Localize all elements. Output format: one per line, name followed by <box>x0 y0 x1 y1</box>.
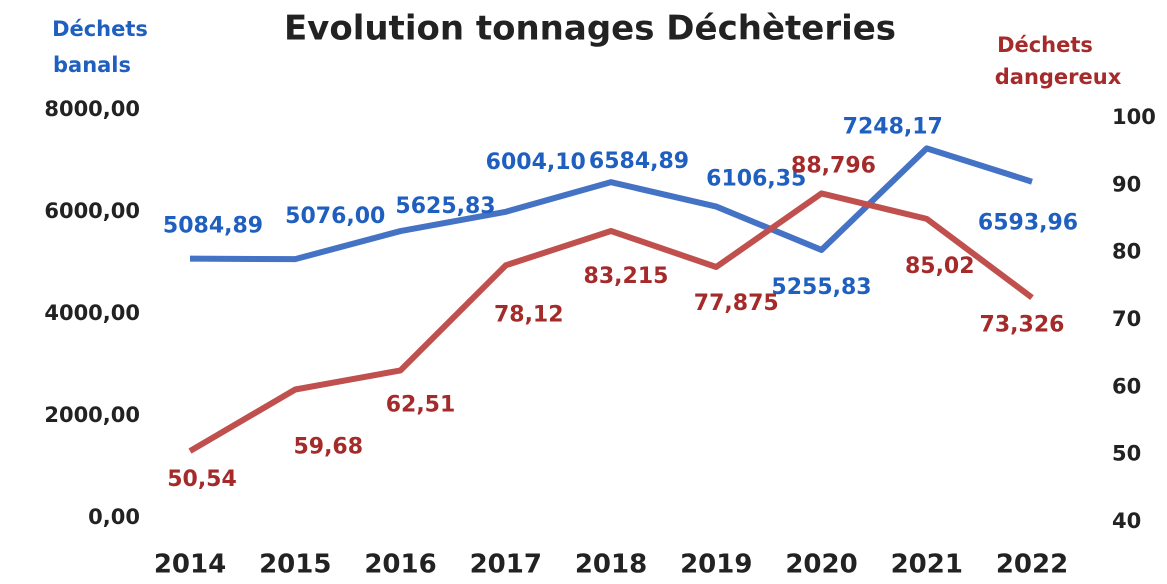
y-tick-label: 4000,00 <box>44 301 140 325</box>
y2-tick-label: 80 <box>1112 240 1141 264</box>
x-tick-label: 2018 <box>575 550 647 580</box>
data-label: 5625,83 <box>395 194 495 219</box>
y2-tick-label: 50 <box>1112 442 1141 466</box>
data-label: 6004,10 <box>486 150 586 175</box>
x-tick-label: 2016 <box>364 550 436 580</box>
y-tick-label: 8000,00 <box>44 97 140 121</box>
x-tick-label: 2021 <box>891 550 963 580</box>
data-label: 7248,17 <box>843 114 943 139</box>
data-label: 88,796 <box>791 153 876 178</box>
y-axis-label: banals <box>53 53 131 77</box>
y2-tick-label: 90 <box>1112 172 1141 196</box>
x-tick-label: 2015 <box>259 550 331 580</box>
data-label: 5084,89 <box>163 214 263 239</box>
series-line <box>189 145 1033 263</box>
y2-tick-label: 40 <box>1112 509 1141 533</box>
y2-tick-label: 100 <box>1112 105 1156 129</box>
y-axis-label: Déchets <box>52 17 148 41</box>
y2-tick-label: 60 <box>1112 374 1141 398</box>
chart-title: Evolution tonnages Déchèteries <box>284 9 896 49</box>
y2-axis-label: dangereux <box>995 65 1122 89</box>
y-tick-label: 2000,00 <box>44 403 140 427</box>
data-label: 5076,00 <box>285 204 385 229</box>
x-tick-label: 2014 <box>154 550 226 580</box>
data-label: 77,875 <box>694 291 779 316</box>
x-tick-label: 2019 <box>680 550 752 580</box>
data-label: 78,12 <box>494 302 564 327</box>
y-tick-label: 0,00 <box>88 505 140 529</box>
y2-tick-label: 70 <box>1112 307 1141 331</box>
x-tick-label: 2022 <box>996 550 1068 580</box>
data-label: 6584,89 <box>589 149 689 174</box>
y-tick-label: 6000,00 <box>44 199 140 223</box>
data-label: 73,326 <box>980 313 1065 338</box>
data-label: 62,51 <box>386 392 456 417</box>
data-label: 5255,83 <box>771 275 871 300</box>
data-label: 59,68 <box>293 434 363 459</box>
x-tick-label: 2020 <box>785 550 857 580</box>
series-line <box>188 190 1034 454</box>
y2-axis-label: Déchets <box>997 33 1093 57</box>
data-label: 6593,96 <box>978 211 1078 236</box>
data-label: 50,54 <box>167 467 237 492</box>
x-tick-label: 2017 <box>470 550 542 580</box>
data-label: 85,02 <box>905 254 975 279</box>
data-label: 6106,35 <box>706 167 806 192</box>
data-label: 83,215 <box>584 264 669 289</box>
